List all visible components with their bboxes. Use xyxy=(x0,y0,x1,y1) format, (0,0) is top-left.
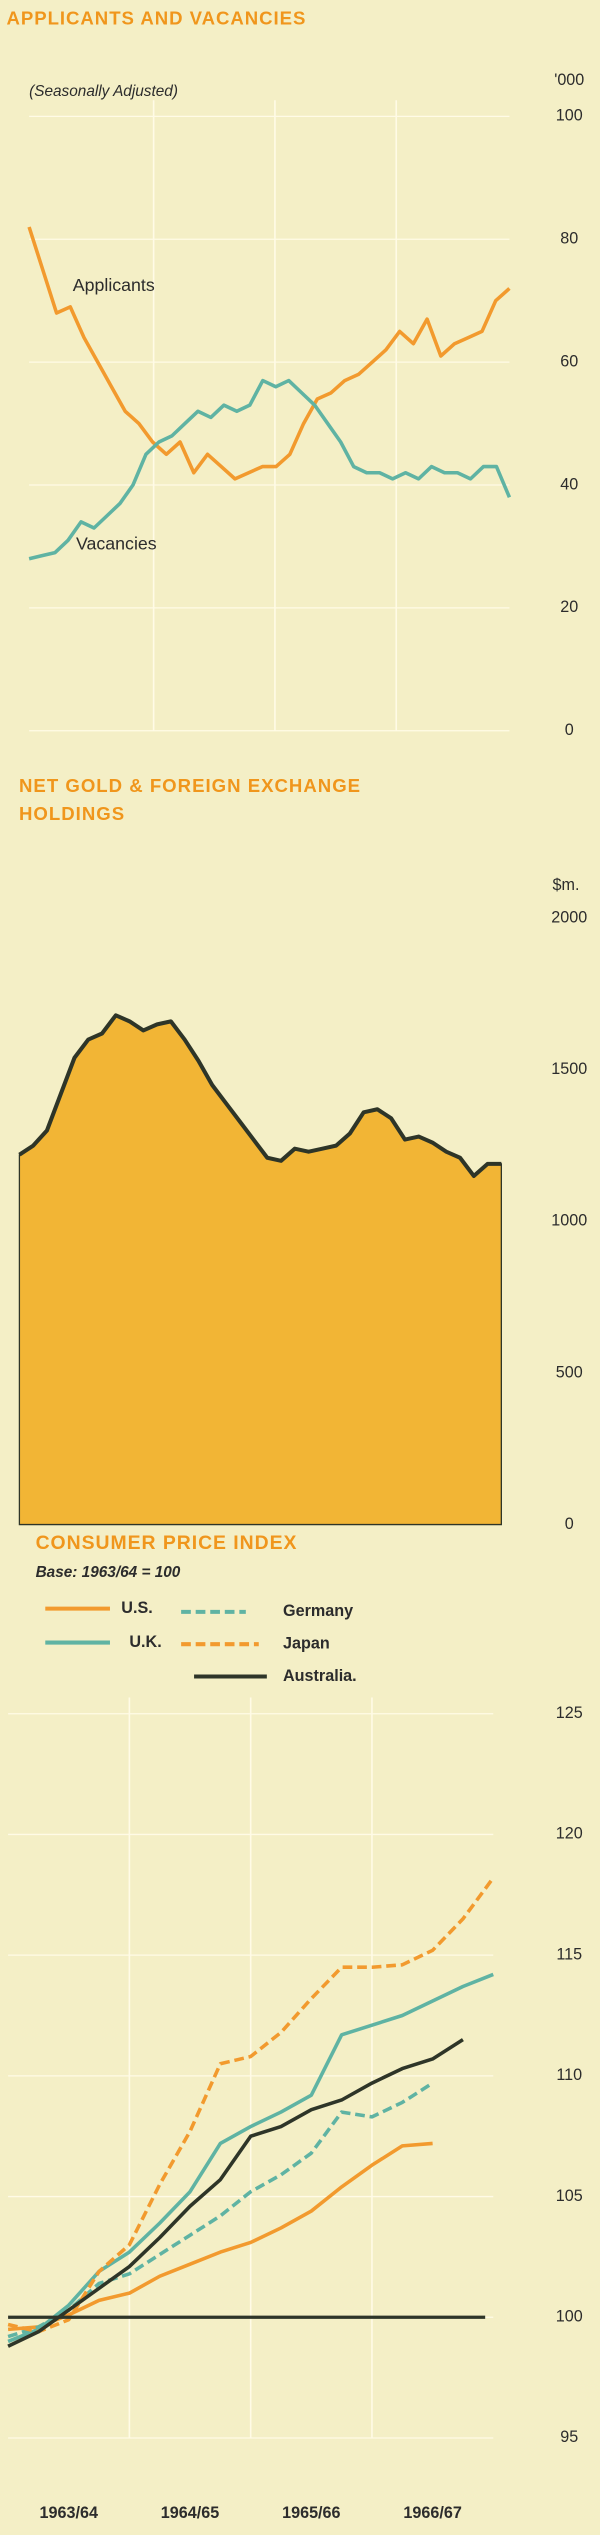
y-tick-label: 80 xyxy=(560,230,578,248)
series-line xyxy=(28,378,512,561)
chart-title: NET GOLD & FOREIGN EXCHANGE HOLDINGS xyxy=(19,775,362,824)
legend-label: U.K. xyxy=(129,1633,161,1651)
legend-label: Germany xyxy=(283,1602,353,1620)
legend-label: U.S. xyxy=(121,1599,152,1617)
x-tick-label: 1963/64 xyxy=(40,2504,98,2522)
y-tick-label: 20 xyxy=(560,598,578,616)
y-tick-label: 2000 xyxy=(551,909,587,927)
y-tick-label: 95 xyxy=(560,2428,578,2446)
y-tick-label: 120 xyxy=(556,1825,583,1843)
series-line xyxy=(7,2081,434,2339)
y-tick-label: 500 xyxy=(556,1363,583,1381)
area xyxy=(18,1014,502,1526)
chart-title: APPLICANTS AND VACANCIES xyxy=(6,7,306,28)
y-tick-label: 0 xyxy=(565,721,574,739)
series-line xyxy=(7,1876,495,2334)
series-label: Applicants xyxy=(73,275,155,295)
y-tick-label: 115 xyxy=(556,1945,582,1963)
x-tick-label: 1965/66 xyxy=(282,2504,340,2522)
series-line xyxy=(7,2038,464,2348)
y-tick-label: 40 xyxy=(560,475,578,493)
series-line xyxy=(27,226,511,481)
y-tick-label: 100 xyxy=(556,107,583,125)
y-unit: '000 xyxy=(554,71,584,89)
series-line xyxy=(7,1972,494,2344)
y-tick-label: 60 xyxy=(560,352,578,370)
chart-subtitle: (Seasonally Adjusted) xyxy=(29,83,178,100)
y-tick-label: 100 xyxy=(556,2308,583,2326)
series-line xyxy=(7,2141,433,2332)
y-unit: $m. xyxy=(553,876,580,894)
legend-label: Japan xyxy=(283,1634,330,1652)
x-tick-label: 1964/65 xyxy=(161,2504,219,2522)
y-tick-label: 0 xyxy=(565,1515,574,1533)
chart-title: CONSUMER PRICE INDEX xyxy=(36,1532,298,1554)
legend-label: Australia. xyxy=(283,1667,357,1685)
series-label: Vacancies xyxy=(76,534,157,554)
y-tick-label: 1000 xyxy=(551,1212,587,1230)
x-tick-label: 1966/67 xyxy=(403,2504,461,2522)
y-tick-label: 105 xyxy=(556,2187,583,2205)
area-outline xyxy=(18,1013,502,1178)
y-tick-label: 110 xyxy=(556,2066,582,2084)
y-tick-label: 125 xyxy=(556,1704,583,1722)
y-tick-label: 1500 xyxy=(551,1060,587,1078)
chart-subtitle: Base: 1963/64 = 100 xyxy=(36,1564,181,1581)
